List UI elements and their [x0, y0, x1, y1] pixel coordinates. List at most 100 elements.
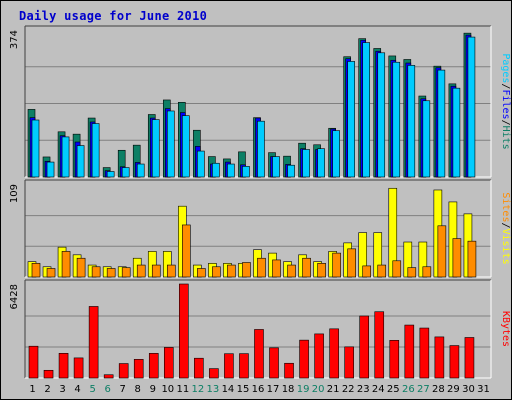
- legend-separator: /: [500, 120, 511, 126]
- bar-kbytes-day-6: [103, 374, 114, 379]
- x-tick-label-day-6: 6: [104, 384, 110, 395]
- x-tick-label-day-1: 1: [29, 384, 35, 395]
- bar-sites-day-16: [257, 257, 266, 278]
- x-tick-label-day-28: 28: [432, 384, 445, 395]
- legend-entry-pages: Pages: [500, 53, 511, 83]
- x-tick-label-day-25: 25: [387, 384, 400, 395]
- bar-sites-day-30: [467, 240, 477, 278]
- legend-entry-kbytes: KBytes: [500, 311, 511, 347]
- bar-pages-day-3: [61, 136, 70, 178]
- bar-sites-day-19: [302, 257, 311, 278]
- bar-pages-day-5: [91, 123, 100, 178]
- bar-pages-day-24: [377, 52, 386, 178]
- bar-pages-day-21: [332, 130, 340, 178]
- x-tick-label-day-26: 26: [402, 384, 415, 395]
- bar-sites-day-24: [377, 264, 387, 278]
- bar-sites-day-26: [407, 267, 417, 278]
- bar-pages-day-6: [106, 171, 115, 178]
- bar-kbytes-day-30: [464, 337, 475, 379]
- bar-pages-day-13: [212, 162, 220, 178]
- bar-sites-day-21: [332, 252, 341, 278]
- bar-kbytes-day-15: [239, 353, 249, 379]
- bar-kbytes-day-8: [133, 359, 144, 379]
- bar-sites-day-23: [362, 265, 372, 278]
- bar-kbytes-day-23: [359, 315, 370, 379]
- x-tick-label-day-24: 24: [372, 384, 385, 395]
- bar-pages-day-22: [347, 61, 355, 178]
- bar-kbytes-day-18: [284, 362, 294, 379]
- bar-pages-day-16: [257, 120, 265, 178]
- bar-sites-day-4: [76, 257, 86, 278]
- bar-pages-day-27: [422, 100, 431, 178]
- x-tick-label-day-3: 3: [59, 384, 65, 395]
- bar-sites-day-5: [91, 266, 101, 278]
- bar-sites-day-12: [197, 268, 206, 278]
- x-tick-label-day-10: 10: [161, 384, 174, 395]
- bar-sites-day-28: [437, 225, 447, 278]
- bar-kbytes-day-17: [269, 347, 279, 379]
- bar-kbytes-day-5: [88, 306, 99, 379]
- bar-kbytes-day-13: [209, 368, 219, 379]
- bar-pages-day-30: [467, 36, 476, 178]
- bar-kbytes-day-19: [299, 339, 309, 379]
- legend-entry-hits: Hits: [500, 126, 511, 150]
- bar-kbytes-day-14: [224, 353, 234, 379]
- bar-sites-day-27: [422, 266, 432, 278]
- bar-sites-day-7: [121, 267, 131, 278]
- bar-kbytes-day-11: [179, 283, 189, 379]
- bar-pages-day-1: [31, 119, 40, 178]
- bar-pages-day-20: [317, 148, 325, 178]
- bar-kbytes-day-3: [58, 353, 69, 379]
- bar-sites-day-9: [151, 264, 161, 278]
- x-tick-label-day-30: 30: [462, 384, 475, 395]
- x-tick-label-day-16: 16: [252, 384, 265, 395]
- x-tick-label-day-12: 12: [192, 384, 205, 395]
- x-tick-label-day-9: 9: [150, 384, 156, 395]
- legend-separator: /: [500, 83, 511, 89]
- bar-pages-day-9: [151, 119, 160, 178]
- bar-sites-day-2: [46, 268, 56, 278]
- bar-sites-day-18: [287, 264, 296, 278]
- bar-kbytes-day-26: [404, 324, 415, 379]
- bar-sites-day-13: [212, 266, 221, 278]
- x-tick-label-day-14: 14: [222, 384, 235, 395]
- x-tick-label-day-15: 15: [237, 384, 250, 395]
- bar-sites-day-10: [166, 264, 176, 278]
- bar-pages-day-10: [166, 110, 175, 178]
- bar-kbytes-day-1: [28, 345, 39, 379]
- legend-0: Pages/Files/Hits: [500, 53, 511, 149]
- bar-kbytes-day-10: [163, 347, 174, 379]
- x-tick-label-day-7: 7: [120, 384, 126, 395]
- bar-kbytes-day-22: [344, 346, 354, 379]
- bar-kbytes-day-27: [419, 327, 430, 379]
- x-tick-label-day-20: 20: [312, 384, 325, 395]
- x-tick-label-day-8: 8: [135, 384, 141, 395]
- x-tick-label-day-21: 21: [327, 384, 340, 395]
- x-tick-label-day-19: 19: [297, 384, 310, 395]
- legend-1: Sites/Visits: [500, 192, 511, 264]
- bar-kbytes-day-12: [194, 357, 204, 379]
- x-tick-label-day-23: 23: [357, 384, 370, 395]
- bar-sites-day-29: [452, 238, 462, 278]
- bar-kbytes-day-25: [389, 340, 400, 379]
- x-tick-label-day-22: 22: [342, 384, 355, 395]
- bar-pages-day-15: [242, 166, 250, 178]
- x-tick-label-day-2: 2: [44, 384, 50, 395]
- bar-kbytes-day-16: [254, 329, 264, 379]
- legend-entry-sites: Sites: [500, 192, 511, 222]
- bar-sites-day-22: [347, 248, 356, 278]
- bar-sites-day-1: [31, 263, 41, 278]
- bar-pages-day-7: [121, 167, 130, 178]
- x-tick-label-day-18: 18: [282, 384, 295, 395]
- legend-entry-visits: Visits: [500, 229, 511, 265]
- bar-pages-day-18: [287, 164, 295, 178]
- x-tick-label-day-5: 5: [89, 384, 95, 395]
- bar-kbytes-day-29: [449, 345, 460, 379]
- bar-pages-day-28: [437, 69, 446, 178]
- bar-pages-day-23: [362, 42, 371, 178]
- bar-pages-day-26: [407, 65, 416, 178]
- bar-sites-day-3: [61, 251, 71, 278]
- bar-kbytes-day-24: [374, 311, 385, 379]
- legend-2: KBytes: [500, 311, 511, 347]
